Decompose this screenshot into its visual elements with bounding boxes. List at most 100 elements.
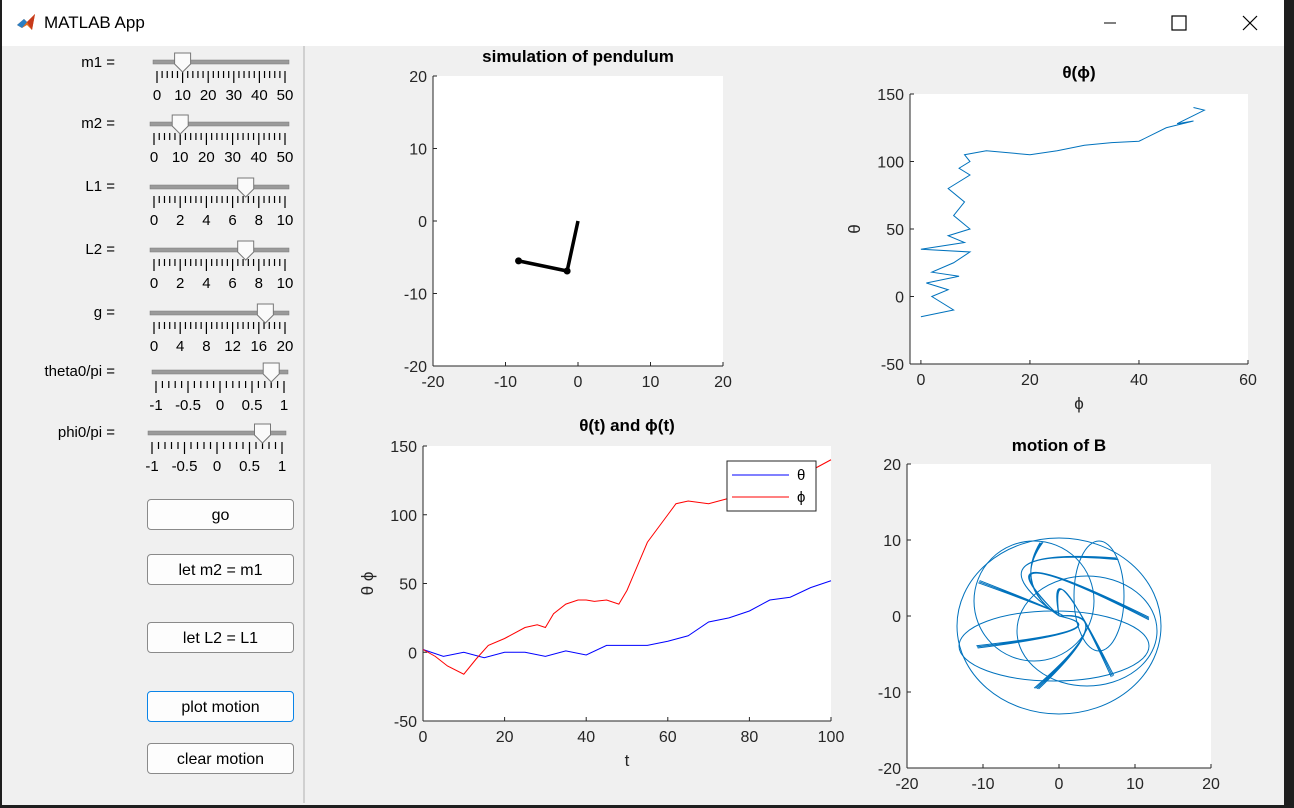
- y-tick-label: -20: [878, 761, 901, 778]
- plot-motion-button[interactable]: plot motion: [147, 691, 294, 722]
- slider-thumb[interactable]: [262, 362, 280, 383]
- theta-vs-phi-line: [920, 107, 1206, 318]
- y-tick-label: 0: [408, 645, 417, 662]
- let-m2-equals-m1-button[interactable]: let m2 = m1: [147, 554, 294, 585]
- minimize-button[interactable]: [1080, 0, 1140, 46]
- close-button[interactable]: [1220, 0, 1280, 46]
- slider-track: [151, 369, 289, 375]
- y-tick-label: -10: [404, 287, 427, 304]
- slider-tick-label: 0: [213, 458, 221, 475]
- x-tick-label: 0: [419, 729, 428, 746]
- slider-tick-label: 0: [153, 87, 161, 104]
- slider-0[interactable]: 0 10 20 30 40 50: [152, 52, 294, 104]
- slider-tick-label: 10: [277, 275, 294, 292]
- plot-title: θ(t) and ϕ(t): [579, 416, 675, 435]
- slider-tick-label: 40: [251, 87, 268, 104]
- slider-thumb[interactable]: [171, 114, 189, 135]
- y-tick-label: 100: [390, 508, 417, 525]
- slider-tick-label: 50: [277, 87, 294, 104]
- x-tick-label: 20: [1021, 372, 1039, 389]
- slider-thumb[interactable]: [237, 240, 255, 261]
- slider-5[interactable]: -1 -0.5 0 0.5 1: [149, 362, 289, 414]
- slider-track: [147, 430, 287, 436]
- pendulum-mass: [515, 257, 523, 265]
- slider-track: [149, 121, 290, 127]
- x-axis-label: t: [625, 751, 630, 770]
- slider-tick-label: 4: [176, 338, 184, 355]
- slider-tick-label: 6: [228, 275, 236, 292]
- slider-track: [149, 184, 290, 190]
- slider-label-m2: m2 =: [81, 115, 115, 132]
- slider-thumb[interactable]: [256, 303, 274, 324]
- slider-6[interactable]: -1 -0.5 0 0.5 1: [145, 423, 287, 475]
- x-tick-label: 60: [659, 729, 677, 746]
- y-axis-label: θ ϕ: [358, 572, 377, 596]
- x-tick-label: 80: [741, 729, 759, 746]
- x-tick-label: 0: [574, 374, 583, 391]
- legend-box: [726, 460, 817, 512]
- x-tick-label: -10: [971, 776, 994, 793]
- y-tick-label: 50: [886, 222, 904, 239]
- slider-thumb[interactable]: [237, 177, 255, 198]
- plot-title: motion of B: [1012, 436, 1106, 455]
- y-tick-label: 0: [418, 214, 427, 231]
- slider-tick-label: 0: [150, 212, 158, 229]
- slider-label-theta0: theta0/pi =: [44, 363, 115, 380]
- slider-tick-label: -0.5: [172, 458, 198, 475]
- slider-tick-label: 0.5: [242, 397, 263, 414]
- pendulum-mass: [563, 267, 571, 275]
- y-tick-label: 150: [877, 87, 904, 104]
- slider-tick-label: 20: [200, 87, 217, 104]
- slider-tick-label: 6: [228, 212, 236, 229]
- y-tick-label: -10: [878, 685, 901, 702]
- slider-tick-label: 30: [224, 149, 241, 166]
- motion-path: [976, 541, 1150, 690]
- let-l2-equals-l1-button[interactable]: let L2 = L1: [147, 622, 294, 653]
- matlab-logo-icon: [17, 14, 35, 30]
- slider-thumb[interactable]: [174, 52, 192, 73]
- slider-tick-label: 0: [150, 149, 158, 166]
- y-tick-label: 50: [399, 577, 417, 594]
- slider-label-m1: m1 =: [81, 54, 115, 71]
- x-tick-label: 20: [1202, 776, 1220, 793]
- clear-motion-button[interactable]: clear motion: [147, 743, 294, 774]
- slider-tick-label: 0: [216, 397, 224, 414]
- y-tick-label: 20: [409, 69, 427, 86]
- y-tick-label: 0: [892, 609, 901, 626]
- slider-4[interactable]: 0 4 8 12 16 20: [149, 303, 294, 355]
- y-tick-label: -20: [404, 359, 427, 376]
- slider-1[interactable]: 0 10 20 30 40 50: [149, 114, 294, 166]
- slider-2[interactable]: 0 2 4 6 8 10: [149, 177, 294, 229]
- x-tick-label: 40: [577, 729, 595, 746]
- slider-tick-label: 0: [150, 338, 158, 355]
- slider-3[interactable]: 0 2 4 6 8 10: [149, 240, 294, 292]
- x-tick-label: 60: [1239, 372, 1257, 389]
- slider-tick-label: 30: [225, 87, 242, 104]
- go-button[interactable]: go: [147, 499, 294, 530]
- y-tick-label: 150: [390, 439, 417, 456]
- x-tick-label: 20: [714, 374, 732, 391]
- x-tick-label: 100: [818, 729, 845, 746]
- x-tick-label: 10: [642, 374, 660, 391]
- slider-label-l2: L2 =: [85, 241, 115, 258]
- controls-panel: m1 = m2 = L1 = L2 = g = theta0/pi = phi0…: [5, 46, 305, 803]
- slider-thumb[interactable]: [254, 423, 271, 444]
- slider-tick-label: 2: [176, 275, 184, 292]
- slider-tick-label: 0: [150, 275, 158, 292]
- motion-loop: [958, 610, 1150, 682]
- window-title: MATLAB App: [44, 13, 145, 32]
- plots-canvas: simulation of pendulum-20 -10 0 10 2020100-1…: [358, 47, 1257, 793]
- plots-panel: simulation of pendulum -20 -10 0 10 20 20 10 0 -1…: [306, 46, 1280, 803]
- plot-0: simulation of pendulum -20 -10 0 10 20 20 10 0 -1…: [404, 47, 732, 391]
- motion-loop: [1073, 540, 1125, 652]
- slider-tick-label: 10: [277, 212, 294, 229]
- maximize-button[interactable]: [1148, 0, 1208, 46]
- maximize-icon: [1171, 15, 1187, 31]
- x-tick-label: 10: [1126, 776, 1144, 793]
- x-tick-label: -20: [421, 374, 444, 391]
- slider-tick-label: 50: [277, 149, 294, 166]
- slider-tick-label: -1: [145, 458, 158, 475]
- y-tick-label: 0: [895, 290, 904, 307]
- plot-3: motion of B -20 -10 0 10 20 20 10 0 -10 -20: [878, 436, 1220, 793]
